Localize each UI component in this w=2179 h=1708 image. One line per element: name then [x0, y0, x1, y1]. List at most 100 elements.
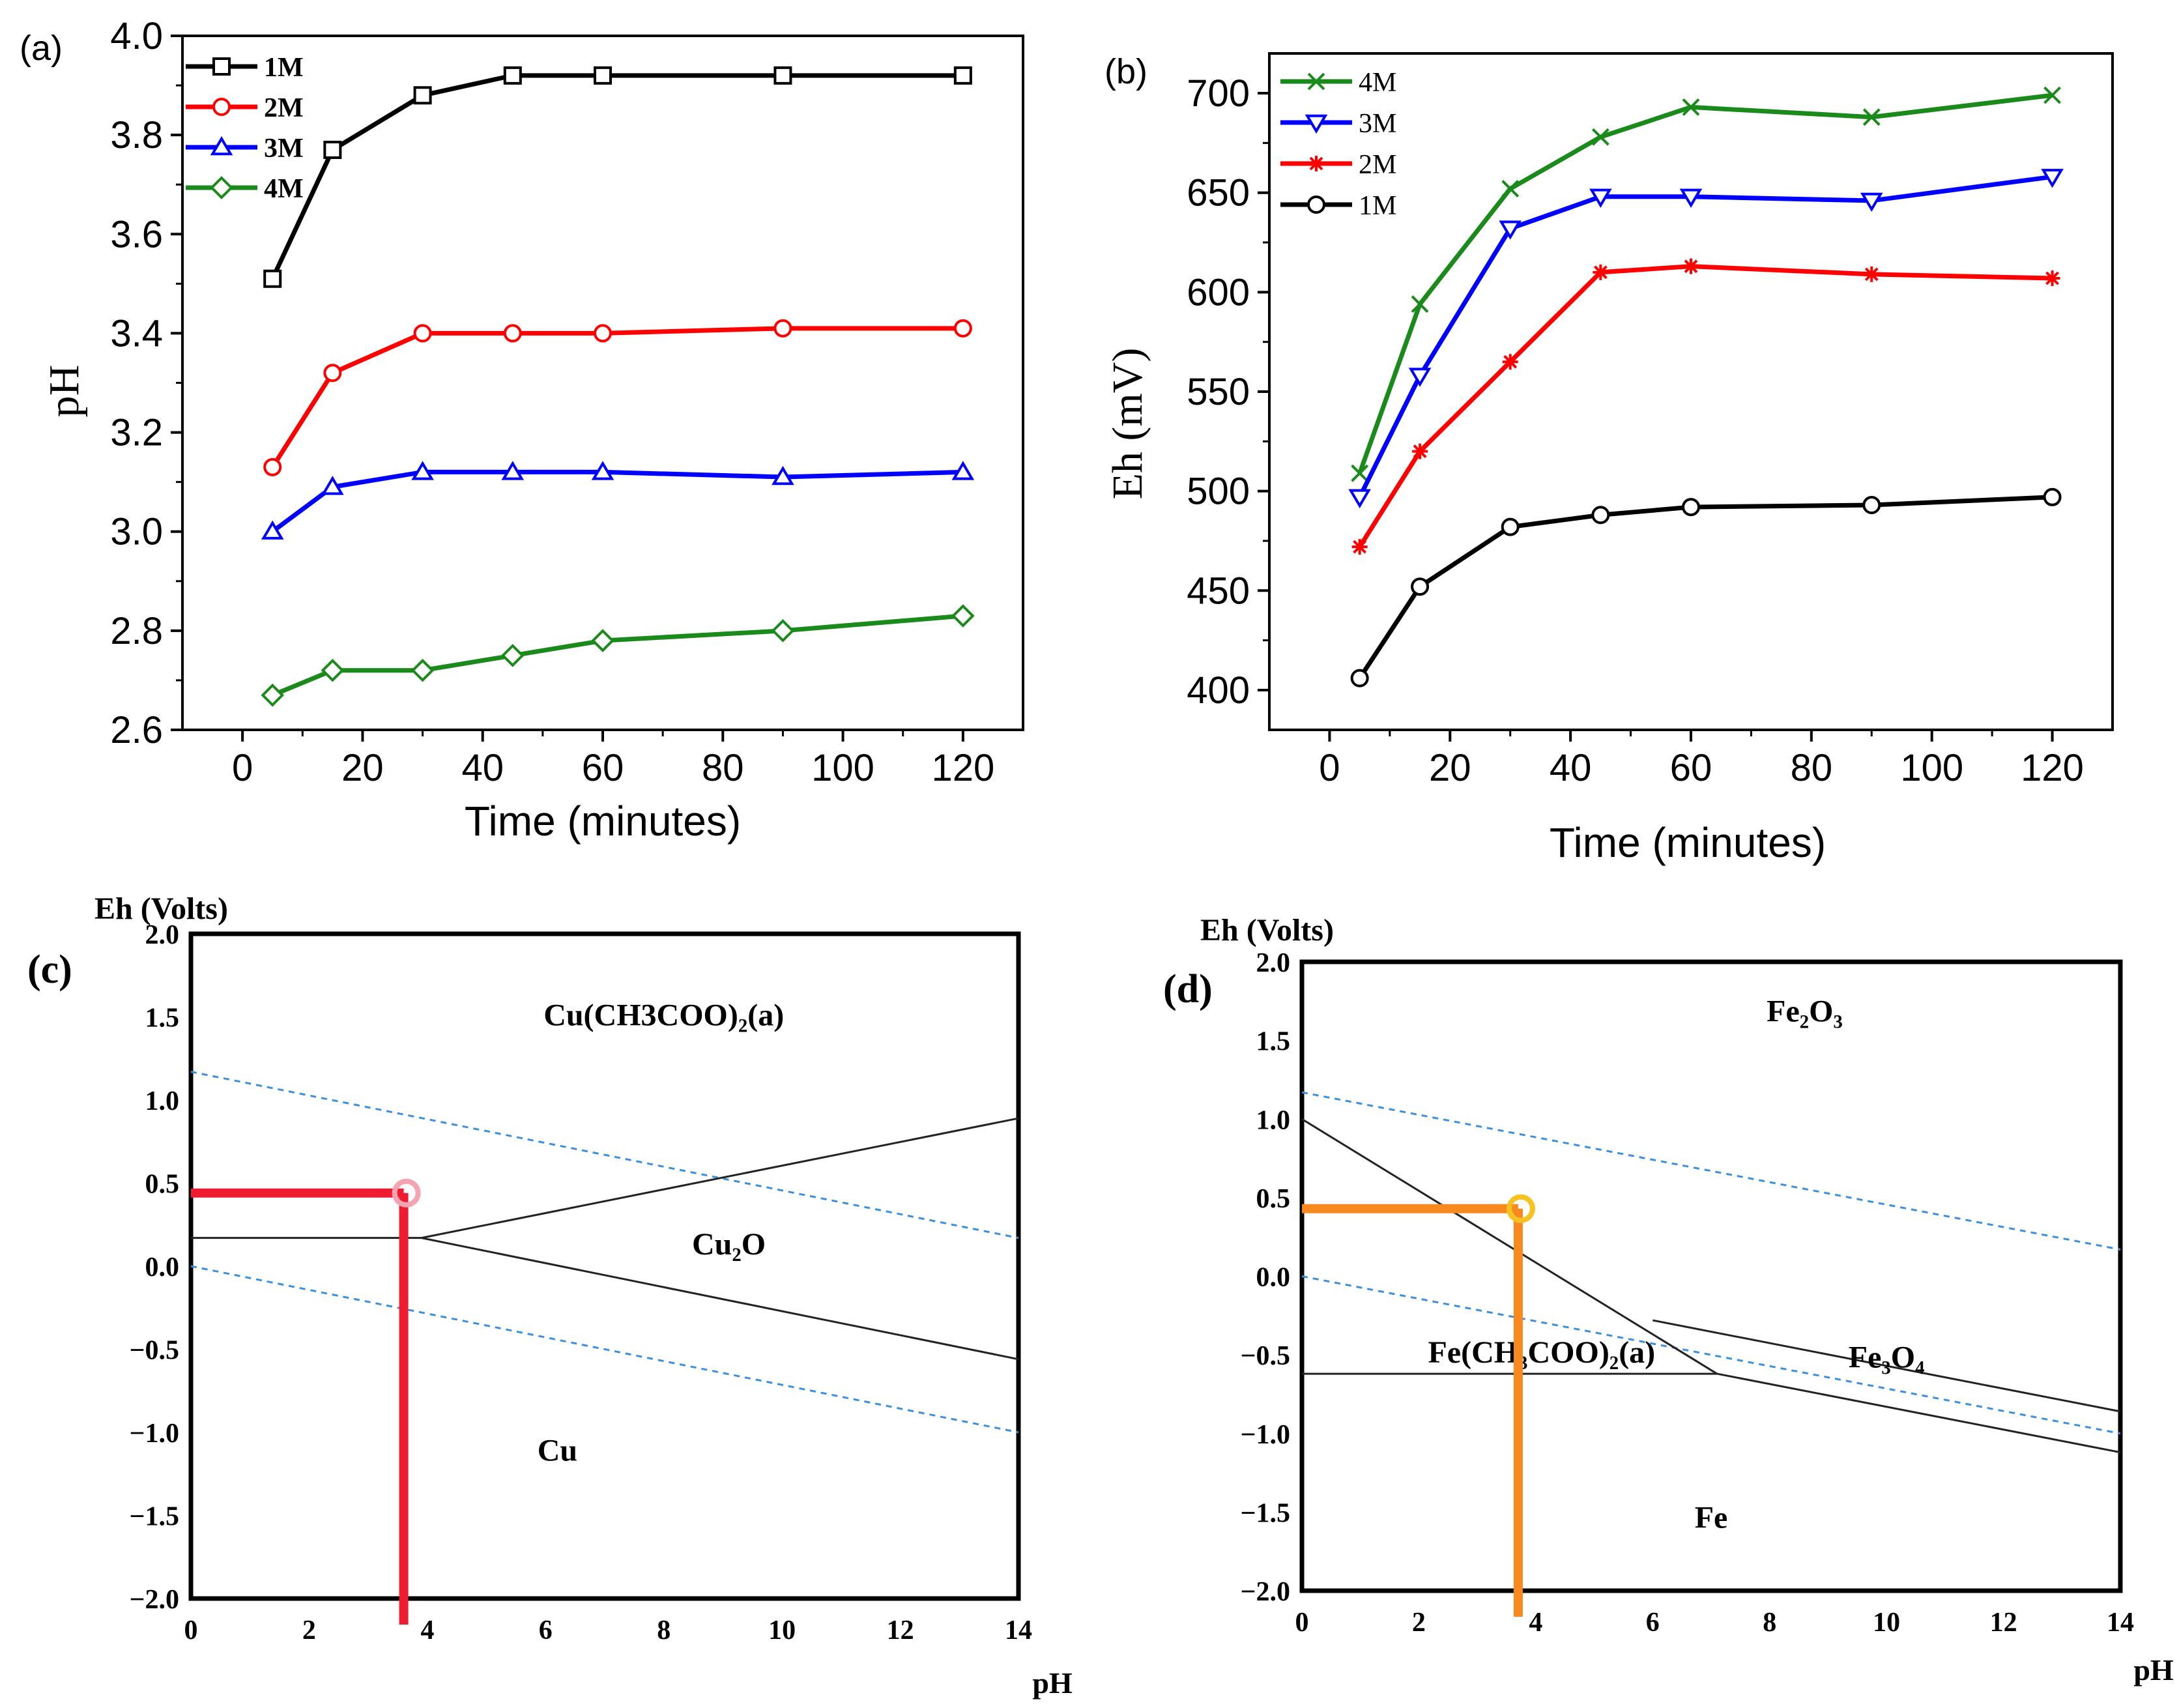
panel-c-water-stability-line — [190, 1265, 1019, 1434]
panel-b-data-point-3M — [1860, 192, 1883, 212]
panel-a-legend-label-4M: 4M — [264, 174, 304, 204]
panel-b-data-point-2M — [2044, 270, 2060, 286]
panel-b-x-tick-label: 80 — [1791, 747, 1833, 789]
panel-d-boundaries — [1301, 1118, 2121, 1454]
panel-d-region-label: Fe₂O₃ — [1767, 994, 1843, 1029]
panel-b-data-point-4M — [1501, 180, 1520, 198]
panel-c-x-tick-label: 2 — [302, 1615, 316, 1645]
panel-c-y-tick-label: 0.0 — [145, 1252, 180, 1282]
panel-c-y-tick-label: 2.0 — [145, 920, 180, 950]
panel-a-data-point-4M — [500, 644, 525, 667]
panel-d-phase-boundary — [1652, 1319, 2121, 1413]
panel-c-y-tick-label: −1.0 — [130, 1419, 179, 1449]
panel-b-ticks: 0 20 40 60 80 100 120 400 450 500 550 600 650 700 — [1187, 72, 2084, 789]
panel-d-x-tick-label: 6 — [1646, 1608, 1660, 1638]
panel-a-data-point-1M — [263, 269, 282, 288]
panel-d-chart: (d) Eh (Volts) 0 2 4 6 8 10 12 14 −2.0 −1.5 −1.0 −0… — [1163, 913, 2174, 1686]
panel-a-y-tick-label: 3.6 — [110, 213, 163, 255]
panel-c-x-tick-label: 12 — [887, 1615, 914, 1645]
panel-b-data-point-2M — [1502, 354, 1518, 370]
panel-a-data-point-4M — [591, 629, 614, 652]
panel-d-y-tick-label: −1.0 — [1241, 1420, 1290, 1450]
panel-a-x-tick-label: 80 — [702, 747, 744, 789]
panel-d-water-stability-line — [1301, 1275, 2121, 1435]
panel-d-x-tick-label: 12 — [1990, 1608, 2017, 1638]
panel-c-label: (c) — [27, 948, 72, 992]
panel-d-x-tick-label: 10 — [1873, 1608, 1900, 1638]
panel-b-legend-marker-1M — [1307, 195, 1325, 214]
panel-b-legend: 4M 3M 2M 1M — [1280, 68, 1396, 221]
panel-a-plot-frame — [181, 35, 1024, 731]
panel-b-data-point-2M — [1864, 266, 1880, 282]
panel-b-x-tick-label: 60 — [1670, 747, 1712, 789]
panel-d-region-label: Fe — [1695, 1501, 1728, 1535]
panel-a-data-point-4M — [261, 683, 285, 707]
panel-c-y-tick-label: −0.5 — [130, 1336, 179, 1366]
panel-a-data-point-3M — [501, 461, 525, 480]
panel-a-legend-label-3M: 3M — [264, 134, 304, 164]
panel-b-data-point-3M — [1679, 188, 1703, 208]
panel-b-x-tick-label: 120 — [2021, 747, 2084, 789]
panel-d-y-tick-label: 1.0 — [1256, 1105, 1291, 1135]
panel-c-phase-boundary — [421, 1237, 1019, 1361]
panel-a-chart: (a) 0 20 40 60 80 100 120 2.6 2.8 3.0 3.2 3.4 3.6 3.8… — [20, 15, 1024, 845]
panel-d-y-tick-label: 2.0 — [1256, 948, 1291, 978]
panel-b-label: (b) — [1104, 52, 1147, 91]
panel-a-data-point-2M — [594, 324, 612, 343]
panel-b-series — [1348, 86, 2064, 688]
panel-b-data-point-4M — [1351, 464, 1369, 482]
panel-a-data-point-4M — [771, 619, 795, 643]
panel-b-x-tick-label: 100 — [1900, 747, 1963, 789]
panel-c-water-lines — [190, 1071, 1019, 1434]
panel-d-phase-boundary — [1716, 1372, 2121, 1454]
panel-b-data-point-1M — [1350, 669, 1369, 688]
panel-b-data-point-1M — [1591, 506, 1610, 525]
panel-a-x-tick-label: 120 — [931, 747, 994, 789]
panel-b-y-tick-label: 550 — [1187, 371, 1250, 413]
panel-a-data-point-1M — [773, 66, 792, 85]
panel-c-y-tick-label: 0.5 — [145, 1170, 180, 1200]
panel-d-water-stability-line — [1301, 1091, 2121, 1251]
panel-b-y-tick-label: 400 — [1187, 669, 1250, 712]
panel-b-x-tick-label: 20 — [1429, 747, 1471, 789]
panel-b-data-point-3M — [1589, 188, 1612, 208]
panel-d-operating-point — [1302, 1194, 1535, 1617]
panel-a-data-point-2M — [953, 319, 972, 338]
panel-b-legend-label-4M: 4M — [1359, 68, 1396, 98]
panel-a-legend-marker-2M — [212, 98, 231, 116]
panel-c-region-labels: Cu(CH3COO)₂(a) Cu₂O Cu — [538, 998, 784, 1468]
panel-a-x-tick-label: 60 — [582, 747, 624, 789]
panel-d-ticks: 0 2 4 6 8 10 12 14 −2.0 −1.5 −1.0 −0.5 0.0 0.5 1.0 1.5 2… — [1241, 948, 2134, 1638]
panel-b-chart: (b) 0 20 40 60 80 100 120 400 450 500 550 600 650 700… — [1104, 52, 2114, 866]
panel-b-series-line-1M — [1357, 495, 2053, 680]
panel-a-data-point-1M — [594, 66, 612, 85]
panel-a-y-tick-label: 3.8 — [110, 114, 163, 156]
panel-c-region-label: Cu(CH3COO)₂(a) — [543, 998, 784, 1032]
panel-c-boundaries — [191, 1117, 1019, 1361]
panel-b-series-line-4M — [1357, 93, 2053, 474]
panel-d-y-axis-label: Eh (Volts) — [1200, 913, 1334, 948]
panel-c-x-axis-label: pH — [1032, 1666, 1073, 1700]
panel-b-data-point-2M — [1593, 264, 1609, 280]
panel-a-data-point-3M — [321, 476, 344, 495]
panel-c-x-tick-label: 4 — [420, 1615, 434, 1645]
panel-a-series — [261, 66, 975, 707]
panel-b-data-point-1M — [1862, 496, 1881, 515]
panel-c-chart: (c) Eh (Volts) 0 2 4 6 8 10 12 14 −2.0 −1.5 −1.0 −0… — [27, 891, 1073, 1700]
panel-a-data-point-3M — [772, 465, 794, 485]
panel-a-series-line-3M — [271, 469, 963, 534]
panel-a-ticks: 0 20 40 60 80 100 120 2.6 2.8 3.0 3.2 3.4 3.6 3.8 4.0 — [110, 15, 994, 789]
panel-b-series-line-3M — [1357, 174, 2053, 499]
panel-b-y-tick-label: 700 — [1187, 72, 1250, 115]
panel-a-x-axis-label: Time (minutes) — [465, 798, 741, 845]
panel-c-x-tick-label: 0 — [184, 1615, 198, 1645]
panel-c-x-tick-label: 10 — [768, 1615, 796, 1645]
panel-c-plot-frame — [188, 931, 1021, 1601]
panel-b-data-point-2M — [1412, 443, 1428, 459]
panel-a-data-point-4M — [951, 604, 975, 628]
panel-a-y-tick-label: 2.8 — [110, 610, 163, 652]
panel-d-x-tick-label: 0 — [1295, 1608, 1309, 1638]
panel-b-y-tick-label: 650 — [1187, 172, 1250, 214]
panel-d-y-tick-label: −1.5 — [1241, 1498, 1290, 1528]
